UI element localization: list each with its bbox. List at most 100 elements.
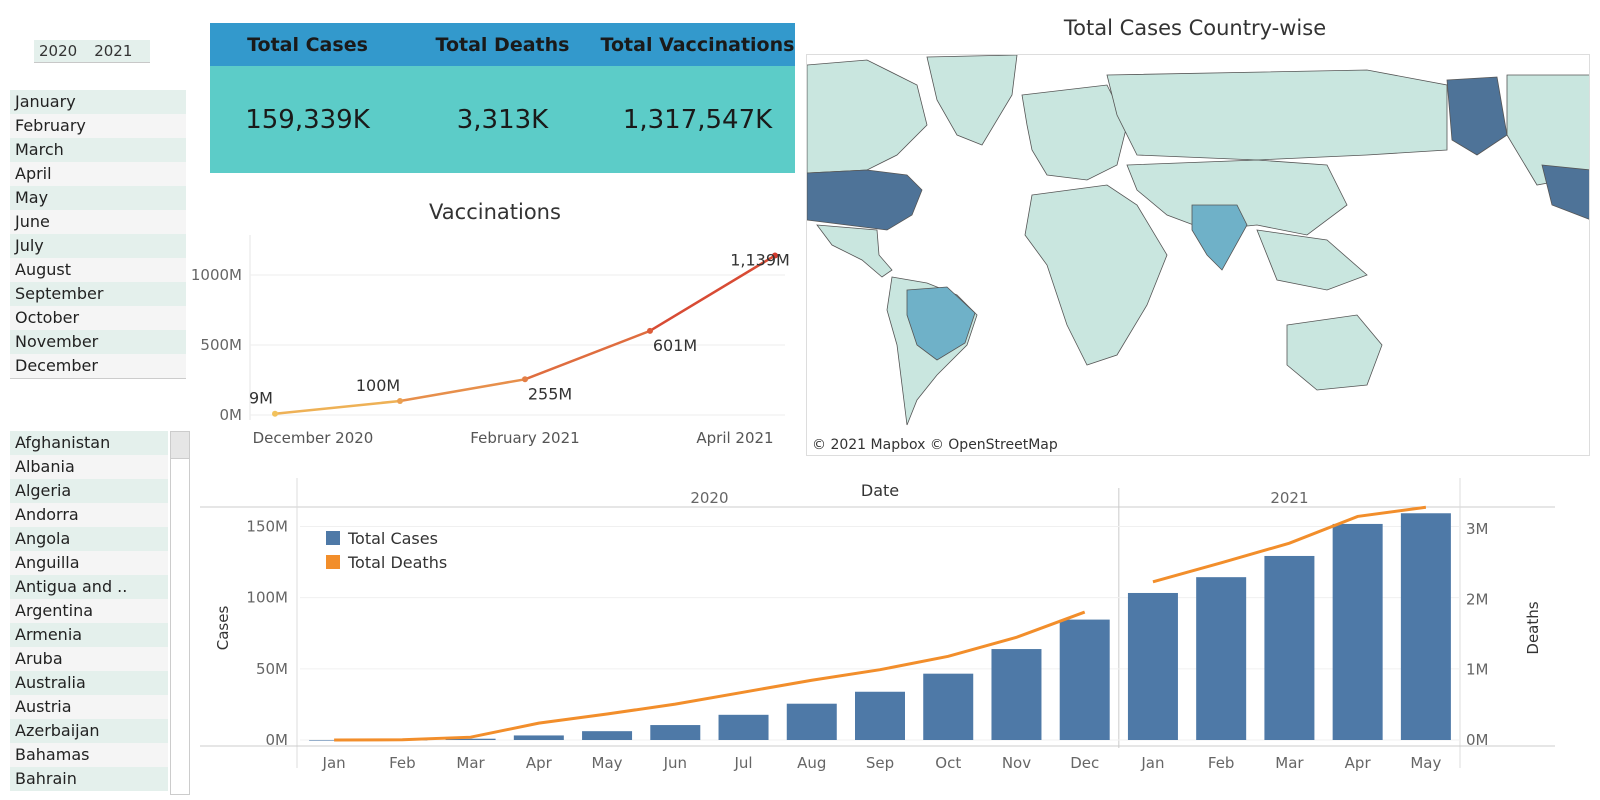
month-option-august[interactable]: August	[10, 258, 186, 282]
cases-bar	[718, 714, 769, 740]
country-option-aruba[interactable]: Aruba	[10, 647, 168, 671]
map-region-australia	[1286, 314, 1383, 391]
month-option-may[interactable]: May	[10, 186, 186, 210]
country-option-austria[interactable]: Austria	[10, 695, 168, 719]
month-option-april[interactable]: April	[10, 162, 186, 186]
country-option-algeria[interactable]: Algeria	[10, 479, 168, 503]
kpi-label-total-cases: Total Cases	[247, 33, 368, 56]
month-tick-label: Feb	[1208, 754, 1235, 772]
country-option-bahrain[interactable]: Bahrain	[10, 767, 168, 791]
country-option-armenia[interactable]: Armenia	[10, 623, 168, 647]
year-filter[interactable]: 2020 2021	[34, 40, 150, 63]
deaths-tick-label: 1M	[1466, 661, 1489, 679]
country-option-bahamas[interactable]: Bahamas	[10, 743, 168, 767]
kpi-label-total-vaccinations: Total Vaccinations	[600, 33, 795, 56]
map-region-southeast-asia	[1256, 229, 1368, 291]
country-option-australia[interactable]: Australia	[10, 671, 168, 695]
kpi-value-total-deaths: 3,313K	[456, 104, 549, 135]
country-list-scrollbar[interactable]	[170, 431, 190, 795]
map-region-russia	[1106, 69, 1448, 161]
month-tick-label: Jun	[663, 754, 687, 772]
vacc-x-tick-label: April 2021	[696, 429, 773, 447]
month-tick-label: Nov	[1002, 754, 1031, 772]
month-tick-label: Jul	[733, 754, 752, 772]
vaccinations-chart-title: Vaccinations	[429, 200, 561, 224]
country-option-afghanistan[interactable]: Afghanistan	[10, 431, 168, 455]
world-choropleth-map[interactable]	[806, 54, 1590, 456]
map-region-africa	[1024, 184, 1168, 366]
vacc-point	[272, 410, 278, 417]
deaths-axis-label: Deaths	[1524, 601, 1542, 654]
legend-swatch-deaths	[326, 555, 340, 569]
year-option-2020[interactable]: 2020	[39, 42, 78, 60]
legend-item-total-cases[interactable]: Total Cases	[326, 526, 447, 550]
cases-bar	[991, 649, 1042, 740]
deaths-tick-label: 2M	[1466, 590, 1489, 608]
year-header-label: 2021	[1270, 489, 1308, 507]
country-option-angola[interactable]: Angola	[10, 527, 168, 551]
legend-item-total-deaths[interactable]: Total Deaths	[326, 550, 447, 574]
month-tick-label: Apr	[526, 754, 553, 772]
vacc-x-tick-label: December 2020	[253, 429, 374, 447]
scrollbar-thumb[interactable]	[171, 432, 189, 459]
map-attribution[interactable]: © 2021 Mapbox © OpenStreetMap	[812, 437, 1058, 453]
cases-bar	[445, 738, 496, 740]
country-option-anguilla[interactable]: Anguilla	[10, 551, 168, 575]
vacc-value-label: 601M	[653, 336, 697, 355]
map-canvas	[807, 55, 1589, 426]
vacc-x-tick-label: February 2021	[470, 429, 579, 447]
map-region-asia	[1126, 159, 1348, 236]
chart-legend: Total Cases Total Deaths	[326, 526, 447, 574]
month-option-january[interactable]: January	[10, 90, 186, 114]
vacc-line-segment	[649, 254, 776, 332]
kpi-values: 159,339K 3,313K 1,317,547K	[210, 66, 795, 173]
cases-bar	[650, 725, 701, 740]
month-tick-label: May	[592, 754, 623, 772]
month-option-november[interactable]: November	[10, 330, 186, 354]
month-tick-label: Mar	[1275, 754, 1304, 772]
country-option-albania[interactable]: Albania	[10, 455, 168, 479]
vacc-value-label: 1,139M	[730, 251, 790, 270]
cases-tick-label: 0M	[266, 731, 289, 749]
country-filter-list: Afghanistan Albania Algeria Andorra Angola An…	[10, 431, 168, 791]
vacc-line-segment	[399, 378, 526, 403]
deaths-line	[1152, 505, 1427, 584]
month-tick-label: Oct	[935, 754, 961, 772]
map-region-greenland	[926, 55, 1018, 146]
month-tick-label: Aug	[797, 754, 826, 772]
cases-bar	[1400, 513, 1451, 740]
month-option-july[interactable]: July	[10, 234, 186, 258]
cases-tick-label: 100M	[246, 589, 288, 607]
month-option-february[interactable]: February	[10, 114, 186, 138]
country-option-argentina[interactable]: Argentina	[10, 599, 168, 623]
month-option-june[interactable]: June	[10, 210, 186, 234]
vacc-point	[772, 252, 778, 259]
cases-deaths-combo-chart: Date 2020 2021 0M 50M 100M 150M 0M 1M 2M 3M Cases De…	[200, 478, 1555, 772]
kpi-header: Total Cases Total Deaths Total Vaccinati…	[210, 23, 795, 66]
cases-axis-label: Cases	[214, 606, 232, 651]
map-region-mexico	[816, 224, 893, 278]
year-option-2021[interactable]: 2021	[94, 42, 133, 60]
cases-bar	[582, 731, 633, 740]
cases-bar	[1264, 555, 1315, 740]
month-option-december[interactable]: December	[10, 354, 186, 378]
date-header-label: Date	[861, 481, 899, 500]
kpi-label-total-deaths: Total Deaths	[435, 33, 570, 56]
kpi-value-total-cases: 159,339K	[245, 104, 370, 135]
month-tick-label: Sep	[866, 754, 894, 772]
month-option-october[interactable]: October	[10, 306, 186, 330]
cases-tick-label: 50M	[256, 660, 288, 678]
cases-bar	[1332, 523, 1383, 740]
vacc-line-segment	[274, 399, 401, 415]
month-tick-label: Mar	[456, 754, 485, 772]
month-option-march[interactable]: March	[10, 138, 186, 162]
cases-bar	[1196, 577, 1247, 740]
month-option-september[interactable]: September	[10, 282, 186, 306]
country-option-antigua-and[interactable]: Antigua and ..	[10, 575, 168, 599]
month-tick-label: Dec	[1070, 754, 1099, 772]
country-option-azerbaijan[interactable]: Azerbaijan	[10, 719, 168, 743]
country-option-andorra[interactable]: Andorra	[10, 503, 168, 527]
kpi-value-total-vaccinations: 1,317,547K	[622, 104, 773, 135]
vacc-point	[647, 327, 653, 334]
cases-bar	[309, 739, 360, 741]
